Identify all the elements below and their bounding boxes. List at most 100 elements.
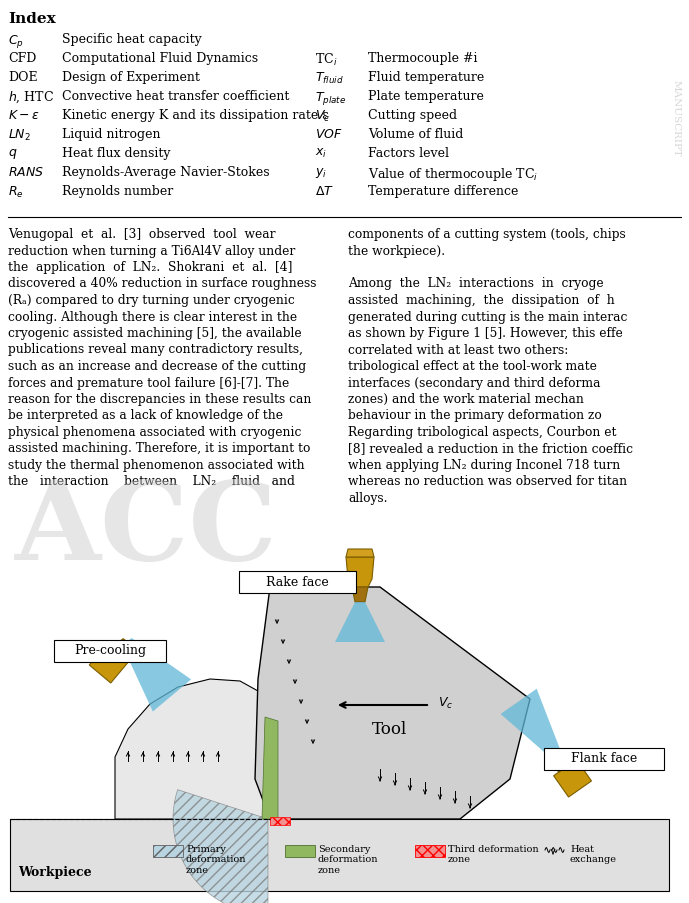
Polygon shape bbox=[255, 587, 530, 819]
Text: Reynolds number: Reynolds number bbox=[62, 185, 173, 198]
Text: DOE: DOE bbox=[8, 71, 38, 84]
Text: publications reveal many contradictory results,: publications reveal many contradictory r… bbox=[8, 343, 303, 356]
Text: Plate temperature: Plate temperature bbox=[368, 90, 484, 103]
Text: generated during cutting is the main interac: generated during cutting is the main int… bbox=[348, 310, 628, 323]
FancyBboxPatch shape bbox=[54, 640, 166, 662]
Polygon shape bbox=[554, 759, 591, 797]
Polygon shape bbox=[270, 817, 290, 825]
Polygon shape bbox=[110, 639, 131, 659]
Text: ACC: ACC bbox=[15, 476, 278, 582]
Text: $\mathit{VOF}$: $\mathit{VOF}$ bbox=[315, 128, 342, 141]
FancyBboxPatch shape bbox=[285, 845, 315, 857]
Text: Secondary
deformation
zone: Secondary deformation zone bbox=[318, 844, 378, 874]
Text: Liquid nitrogen: Liquid nitrogen bbox=[62, 128, 161, 141]
Text: such as an increase and decrease of the cutting: such as an increase and decrease of the … bbox=[8, 359, 306, 373]
Text: alloys.: alloys. bbox=[348, 491, 387, 505]
Text: Primary
deformation
zone: Primary deformation zone bbox=[186, 844, 247, 874]
Text: $K-\varepsilon$: $K-\varepsilon$ bbox=[8, 109, 40, 122]
Text: TC$_i$: TC$_i$ bbox=[315, 52, 338, 68]
Text: reduction when turning a Ti6Al4V alloy under: reduction when turning a Ti6Al4V alloy u… bbox=[8, 244, 296, 257]
Text: Pre-cooling: Pre-cooling bbox=[74, 644, 146, 656]
Text: study the thermal phenomenon associated with: study the thermal phenomenon associated … bbox=[8, 459, 305, 471]
Polygon shape bbox=[115, 679, 268, 819]
Text: tribological effect at the tool-work mate: tribological effect at the tool-work mat… bbox=[348, 359, 597, 373]
Text: Cutting speed: Cutting speed bbox=[368, 109, 457, 122]
Text: [8] revealed a reduction in the friction coeffic: [8] revealed a reduction in the friction… bbox=[348, 442, 633, 455]
Text: physical phenomena associated with cryogenic: physical phenomena associated with cryog… bbox=[8, 425, 301, 439]
Text: $h$, HTC: $h$, HTC bbox=[8, 90, 54, 106]
Text: be interpreted as a lack of knowledge of the: be interpreted as a lack of knowledge of… bbox=[8, 409, 283, 422]
Text: Factors level: Factors level bbox=[368, 147, 449, 160]
Text: Heat flux density: Heat flux density bbox=[62, 147, 170, 160]
Text: the workpiece).: the workpiece). bbox=[348, 244, 445, 257]
Text: Fluid temperature: Fluid temperature bbox=[368, 71, 484, 84]
Text: CFD: CFD bbox=[8, 52, 37, 65]
Text: Among  the  LN₂  interactions  in  cryoge: Among the LN₂ interactions in cryoge bbox=[348, 277, 604, 290]
Text: Computational Fluid Dynamics: Computational Fluid Dynamics bbox=[62, 52, 258, 65]
Polygon shape bbox=[123, 638, 191, 712]
Text: Value of thermocouple TC$_i$: Value of thermocouple TC$_i$ bbox=[368, 166, 538, 182]
Text: $T_{plate}$: $T_{plate}$ bbox=[315, 90, 347, 107]
Text: Third deformation
zone: Third deformation zone bbox=[448, 844, 539, 863]
Text: Convective heat transfer coefficient: Convective heat transfer coefficient bbox=[62, 90, 289, 103]
FancyBboxPatch shape bbox=[544, 749, 664, 770]
Text: Regarding tribological aspects, Courbon et: Regarding tribological aspects, Courbon … bbox=[348, 425, 617, 439]
Text: $C_p$: $C_p$ bbox=[8, 33, 24, 50]
Text: the   interaction    between    LN₂    fluid   and: the interaction between LN₂ fluid and bbox=[8, 475, 295, 488]
Text: whereas no reduction was observed for titan: whereas no reduction was observed for ti… bbox=[348, 475, 627, 488]
Text: $x_i$: $x_i$ bbox=[315, 147, 327, 160]
Polygon shape bbox=[346, 549, 374, 557]
Text: when applying LN₂ during Inconel 718 turn: when applying LN₂ during Inconel 718 tur… bbox=[348, 459, 620, 471]
Text: Reynolds-Average Navier-Stokes: Reynolds-Average Navier-Stokes bbox=[62, 166, 269, 179]
Text: assisted machining. Therefore, it is important to: assisted machining. Therefore, it is imp… bbox=[8, 442, 310, 455]
Text: Kinetic energy K and its dissipation rate ε: Kinetic energy K and its dissipation rat… bbox=[62, 109, 329, 122]
Text: MANUSCRIPT: MANUSCRIPT bbox=[672, 79, 681, 157]
Polygon shape bbox=[173, 724, 268, 903]
Text: Specific heat capacity: Specific heat capacity bbox=[62, 33, 202, 46]
Text: Design of Experiment: Design of Experiment bbox=[62, 71, 200, 84]
Text: Flank face: Flank face bbox=[571, 751, 637, 765]
Text: interfaces (secondary and third deforma: interfaces (secondary and third deforma bbox=[348, 376, 601, 389]
Text: the  application  of  LN₂.  Shokrani  et  al.  [4]: the application of LN₂. Shokrani et al. … bbox=[8, 261, 292, 274]
Text: Rake face: Rake face bbox=[266, 575, 329, 588]
Text: Volume of fluid: Volume of fluid bbox=[368, 128, 464, 141]
Text: $\mathit{RANS}$: $\mathit{RANS}$ bbox=[8, 166, 44, 179]
Text: $R_e$: $R_e$ bbox=[8, 185, 23, 200]
Text: $q$: $q$ bbox=[8, 147, 17, 161]
Polygon shape bbox=[335, 602, 385, 642]
Text: cooling. Although there is clear interest in the: cooling. Although there is clear interes… bbox=[8, 310, 297, 323]
Polygon shape bbox=[501, 689, 561, 759]
Text: (Rₐ) compared to dry turning under cryogenic: (Rₐ) compared to dry turning under cryog… bbox=[8, 293, 295, 307]
Text: Heat
exchange: Heat exchange bbox=[570, 844, 617, 863]
Polygon shape bbox=[552, 752, 572, 772]
Text: $LN_2$: $LN_2$ bbox=[8, 128, 31, 143]
FancyBboxPatch shape bbox=[239, 572, 356, 593]
Text: discovered a 40% reduction in surface roughness: discovered a 40% reduction in surface ro… bbox=[8, 277, 316, 290]
Text: forces and premature tool failure [6]-[7]. The: forces and premature tool failure [6]-[7… bbox=[8, 376, 289, 389]
Text: assisted  machining,  the  dissipation  of  h: assisted machining, the dissipation of h bbox=[348, 293, 615, 307]
Text: cryogenic assisted machining [5], the available: cryogenic assisted machining [5], the av… bbox=[8, 327, 302, 340]
Text: Tool: Tool bbox=[372, 721, 408, 738]
Text: as shown by Figure 1 [5]. However, this effe: as shown by Figure 1 [5]. However, this … bbox=[348, 327, 623, 340]
Polygon shape bbox=[90, 646, 127, 684]
Text: Index: Index bbox=[8, 12, 56, 26]
Text: reason for the discrepancies in these results can: reason for the discrepancies in these re… bbox=[8, 393, 311, 405]
Polygon shape bbox=[346, 557, 374, 587]
Text: correlated with at least two others:: correlated with at least two others: bbox=[348, 343, 568, 356]
Text: Venugopal  et  al.  [3]  observed  tool  wear: Venugopal et al. [3] observed tool wear bbox=[8, 228, 276, 241]
Text: Thermocouple #i: Thermocouple #i bbox=[368, 52, 477, 65]
Text: behaviour in the primary deformation zo: behaviour in the primary deformation zo bbox=[348, 409, 601, 422]
Text: components of a cutting system (tools, chips: components of a cutting system (tools, c… bbox=[348, 228, 626, 241]
Polygon shape bbox=[10, 819, 669, 891]
Text: $V_c$: $V_c$ bbox=[438, 694, 453, 710]
Text: $T_{fluid}$: $T_{fluid}$ bbox=[315, 71, 344, 86]
Polygon shape bbox=[262, 717, 278, 819]
Text: $V_c$: $V_c$ bbox=[315, 109, 330, 124]
Text: Temperature difference: Temperature difference bbox=[368, 185, 518, 198]
FancyBboxPatch shape bbox=[153, 845, 183, 857]
Text: Workpiece: Workpiece bbox=[18, 866, 92, 879]
Text: $\Delta T$: $\Delta T$ bbox=[315, 185, 334, 198]
Text: zones) and the work material mechan: zones) and the work material mechan bbox=[348, 393, 584, 405]
Polygon shape bbox=[352, 587, 368, 602]
FancyBboxPatch shape bbox=[415, 845, 445, 857]
